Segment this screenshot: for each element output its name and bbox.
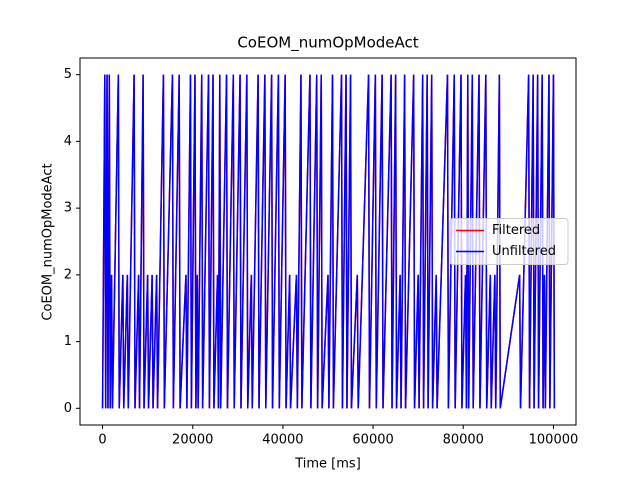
- y-tick-label: 1: [64, 334, 72, 349]
- y-tick-label: 5: [64, 67, 72, 82]
- x-tick-label: 80000: [443, 433, 484, 448]
- legend: Filtered Unfiltered: [449, 218, 569, 265]
- data-line: [101, 74, 556, 409]
- legend-label: Filtered: [492, 223, 540, 238]
- y-tick-label: 3: [64, 201, 72, 216]
- y-axis-label: CoEOM_numOpModeAct: [41, 163, 56, 320]
- y-tick-label: 0: [64, 401, 72, 416]
- x-tick-label: 60000: [352, 433, 393, 448]
- y-tick-label: 4: [64, 134, 72, 149]
- x-axis-label: Time [ms]: [294, 457, 361, 472]
- x-tick-label: 0: [98, 433, 106, 448]
- y-tick-label: 2: [64, 267, 72, 282]
- x-tick-label: 40000: [262, 433, 303, 448]
- legend-label: Unfiltered: [492, 244, 556, 259]
- x-tick-label: 20000: [172, 433, 213, 448]
- plot-frame: [79, 57, 577, 426]
- chart-title: CoEOM_numOpModeAct: [237, 34, 418, 53]
- x-tick-label: 100000: [529, 433, 579, 448]
